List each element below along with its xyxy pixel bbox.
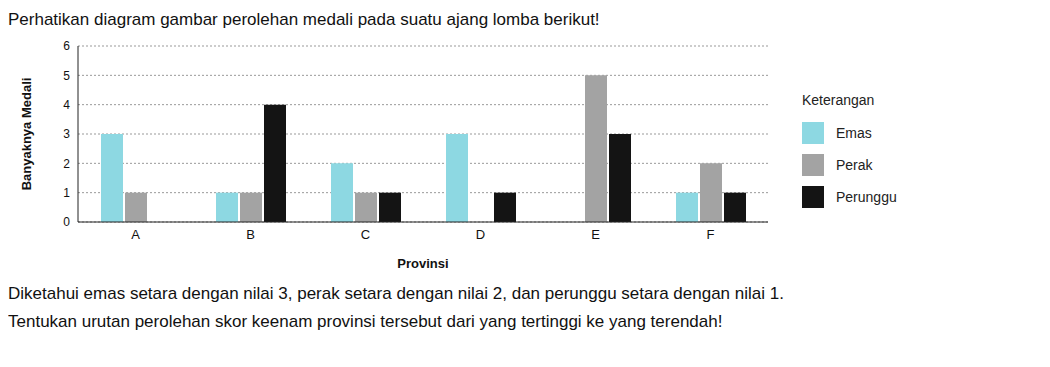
html-text:Diketahui emas setara dengan n: Diketahui emas setara dengan nilai 3, pe…	[8, 284, 784, 303]
svg-text:F: F	[707, 227, 715, 242]
svg-text:E: E	[591, 227, 600, 242]
svg-text:D: D	[476, 227, 485, 242]
html-text:Perhatikan diagram gambar pero: Perhatikan diagram gambar perolehan meda…	[8, 10, 600, 29]
html-text:Perak: Perak	[836, 157, 873, 173]
svg-text:C: C	[361, 227, 370, 242]
svg-text:A: A	[131, 227, 140, 242]
html-text:Perunggu: Perunggu	[836, 189, 897, 205]
svg-text:2: 2	[63, 157, 70, 171]
html-text:Keterangan: Keterangan	[802, 92, 875, 108]
html-text:Emas: Emas	[836, 125, 872, 141]
svg-text:0: 0	[63, 215, 70, 229]
svg-text:Banyaknya Medali: Banyaknya Medali	[19, 78, 34, 191]
svg-text:1: 1	[63, 186, 70, 200]
svg-text:5: 5	[63, 69, 70, 83]
svg-text:B: B	[246, 227, 255, 242]
svg-text:4: 4	[63, 98, 70, 112]
svg-text:3: 3	[63, 127, 70, 141]
html-text:Tentukan urutan perolehan skor: Tentukan urutan perolehan skor keenam pr…	[8, 312, 723, 331]
svg-text:Provinsi: Provinsi	[397, 256, 448, 271]
svg-text:6: 6	[63, 39, 70, 53]
